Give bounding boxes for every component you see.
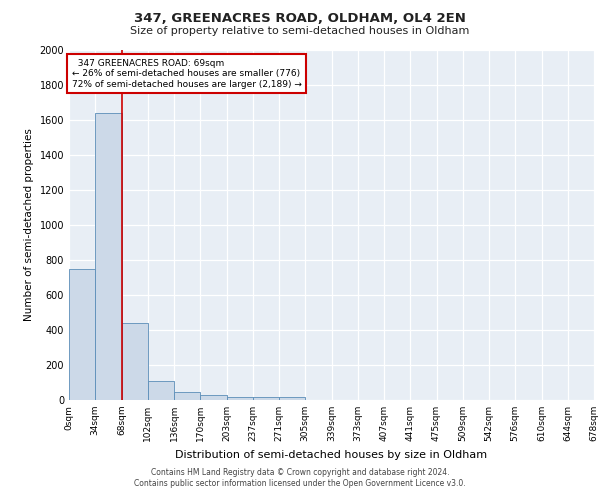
Bar (227, 396, 253, 400)
Text: 347, GREENACRES ROAD, OLDHAM, OL4 2EN: 347, GREENACRES ROAD, OLDHAM, OL4 2EN (134, 12, 466, 26)
Bar (69, 269, 95, 400)
Bar (279, 396, 305, 400)
Bar (200, 395, 227, 400)
Bar (253, 398, 279, 400)
Bar (174, 392, 200, 400)
Bar (95, 113, 121, 400)
Bar (121, 323, 148, 400)
Bar (148, 381, 174, 400)
Y-axis label: Number of semi-detached properties: Number of semi-detached properties (24, 128, 34, 322)
Text: 347 GREENACRES ROAD: 69sqm
← 26% of semi-detached houses are smaller (776)
72% o: 347 GREENACRES ROAD: 69sqm ← 26% of semi… (71, 59, 302, 88)
Text: Size of property relative to semi-detached houses in Oldham: Size of property relative to semi-detach… (130, 26, 470, 36)
Text: Contains HM Land Registry data © Crown copyright and database right 2024.
Contai: Contains HM Land Registry data © Crown c… (134, 468, 466, 487)
X-axis label: Distribution of semi-detached houses by size in Oldham: Distribution of semi-detached houses by … (175, 450, 488, 460)
